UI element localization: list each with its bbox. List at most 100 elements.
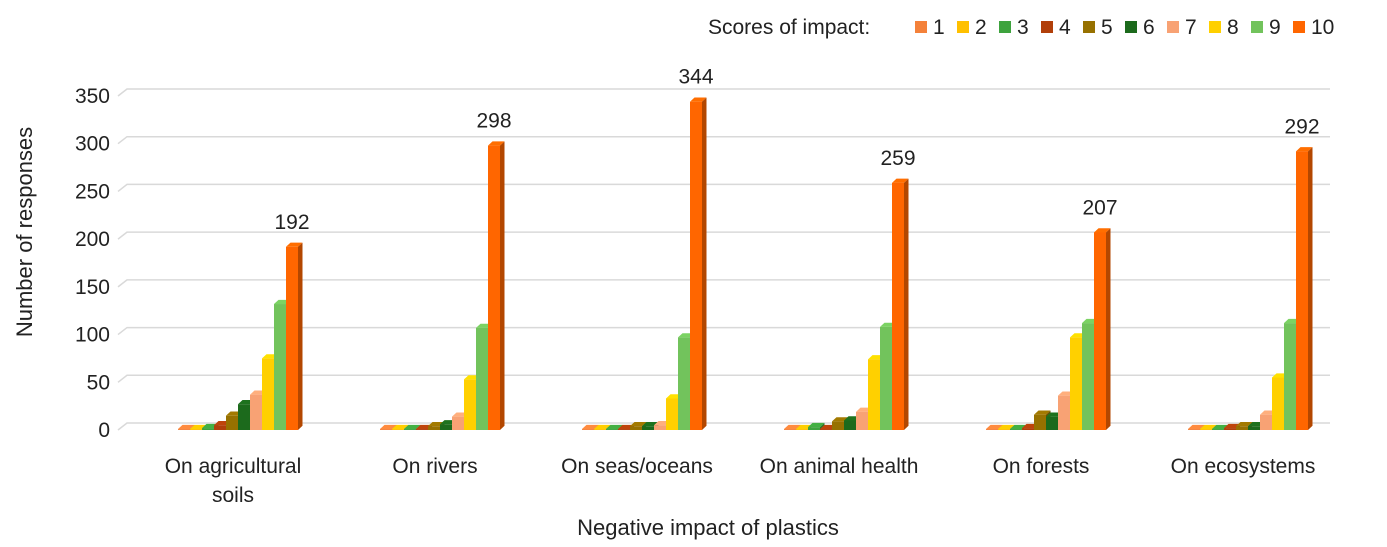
data-label: 207 bbox=[1082, 196, 1117, 219]
bar-face bbox=[274, 304, 286, 430]
bar-top bbox=[808, 422, 825, 428]
bar-top bbox=[286, 242, 303, 247]
bar-side bbox=[1308, 147, 1313, 431]
x-axis-label: Negative impact of plastics bbox=[577, 515, 839, 540]
x-tick-line: On ecosystems bbox=[1171, 455, 1316, 478]
legend-label: 6 bbox=[1143, 16, 1155, 39]
bar-side bbox=[904, 178, 909, 430]
x-tick-label: On agricultural soils bbox=[165, 455, 302, 507]
bar-face bbox=[1212, 429, 1224, 430]
bar bbox=[892, 178, 909, 430]
bar-face bbox=[286, 246, 298, 430]
x-tick-line: On animal health bbox=[760, 455, 919, 478]
bar-face bbox=[1284, 323, 1296, 430]
y-tick-label: 50 bbox=[87, 371, 110, 394]
bar-face bbox=[214, 425, 226, 430]
bar-face bbox=[1272, 377, 1284, 430]
bar-face bbox=[986, 429, 998, 430]
bar-face bbox=[1248, 426, 1260, 430]
bar-face bbox=[690, 101, 702, 431]
bar-face bbox=[678, 337, 690, 430]
legend-swatch bbox=[1083, 21, 1095, 33]
gridline bbox=[117, 183, 1330, 193]
legend-label: 4 bbox=[1059, 16, 1071, 39]
bar-face bbox=[1094, 232, 1106, 430]
bar-face bbox=[476, 327, 488, 430]
x-tick-label: On seas/oceans bbox=[561, 455, 713, 478]
x-axis-ticks: On agricultural soils On rivers On seas/oce… bbox=[165, 455, 1316, 507]
data-label: 292 bbox=[1284, 115, 1319, 138]
bar-top bbox=[892, 178, 909, 183]
legend-label: 10 bbox=[1311, 16, 1334, 39]
bar-face bbox=[428, 426, 440, 430]
bar-face bbox=[226, 415, 238, 430]
bar-face bbox=[642, 426, 654, 430]
data-label: 344 bbox=[678, 66, 713, 89]
bar-top bbox=[630, 421, 647, 427]
bar-top bbox=[404, 424, 421, 430]
bar-face bbox=[880, 326, 892, 430]
y-axis-ticks: 0 50 100 150 200 250 300 350 bbox=[75, 85, 110, 442]
legend-label: 7 bbox=[1185, 16, 1197, 39]
bar bbox=[1094, 228, 1111, 430]
legend-label: 1 bbox=[933, 16, 945, 39]
legend-swatch bbox=[1293, 21, 1305, 33]
bar-top bbox=[488, 141, 505, 146]
bar-face bbox=[1034, 414, 1046, 430]
bar-face bbox=[488, 145, 500, 430]
gridline bbox=[117, 422, 1330, 431]
legend-label: 3 bbox=[1017, 16, 1029, 39]
bar-face bbox=[832, 421, 844, 430]
x-tick-line: On seas/oceans bbox=[561, 455, 713, 478]
legend-swatch bbox=[915, 21, 927, 33]
x-tick-line: On rivers bbox=[392, 455, 477, 478]
legend-label: 5 bbox=[1101, 16, 1113, 39]
y-axis-label: Number of responses bbox=[12, 127, 37, 337]
bar-top bbox=[1188, 424, 1205, 430]
legend-swatch bbox=[1125, 21, 1137, 33]
bar-face bbox=[594, 429, 606, 430]
legend-label: 9 bbox=[1269, 16, 1281, 39]
x-tick-label: On ecosystems bbox=[1171, 455, 1316, 478]
gridline bbox=[117, 88, 1330, 97]
bar-face bbox=[606, 429, 618, 430]
bar bbox=[1296, 147, 1313, 431]
bar-face bbox=[892, 182, 904, 430]
bar-face bbox=[1260, 414, 1272, 430]
bar-face bbox=[464, 379, 476, 430]
legend-swatch bbox=[1251, 21, 1263, 33]
legend-swatch bbox=[1209, 21, 1221, 33]
bar-face bbox=[1296, 151, 1308, 430]
bar-face bbox=[1010, 429, 1022, 430]
bar-top bbox=[178, 424, 195, 430]
legend-swatch bbox=[1041, 21, 1053, 33]
y-tick-label: 150 bbox=[75, 276, 110, 299]
bar-face bbox=[666, 398, 678, 430]
bar-top bbox=[1296, 147, 1313, 152]
bar-top bbox=[1094, 228, 1111, 233]
bar-face bbox=[404, 429, 416, 430]
bar-face bbox=[1070, 337, 1082, 430]
bar-face bbox=[202, 428, 214, 430]
bar-top bbox=[380, 424, 397, 430]
legend: Scores of impact: 1 2 3 4 5 6 7 8 9 10 bbox=[708, 16, 1334, 39]
bar-top bbox=[1200, 424, 1217, 430]
bar-face bbox=[440, 424, 452, 430]
bar-face bbox=[654, 425, 666, 430]
bar-face bbox=[998, 429, 1010, 430]
bar-top bbox=[986, 424, 1003, 430]
bar-face bbox=[1046, 416, 1058, 430]
bar-face bbox=[452, 416, 464, 430]
bar-top bbox=[582, 424, 599, 430]
legend-label: 2 bbox=[975, 16, 987, 39]
bar-face bbox=[1224, 428, 1236, 430]
bar-face bbox=[250, 394, 262, 430]
gridlines bbox=[117, 88, 1330, 431]
bar-face bbox=[190, 429, 202, 430]
bar-face bbox=[178, 429, 190, 430]
x-tick-label: On animal health bbox=[760, 455, 919, 478]
bar-top bbox=[606, 424, 623, 430]
legend-label: 8 bbox=[1227, 16, 1239, 39]
y-tick-label: 0 bbox=[98, 419, 110, 442]
bar-face bbox=[380, 429, 392, 430]
